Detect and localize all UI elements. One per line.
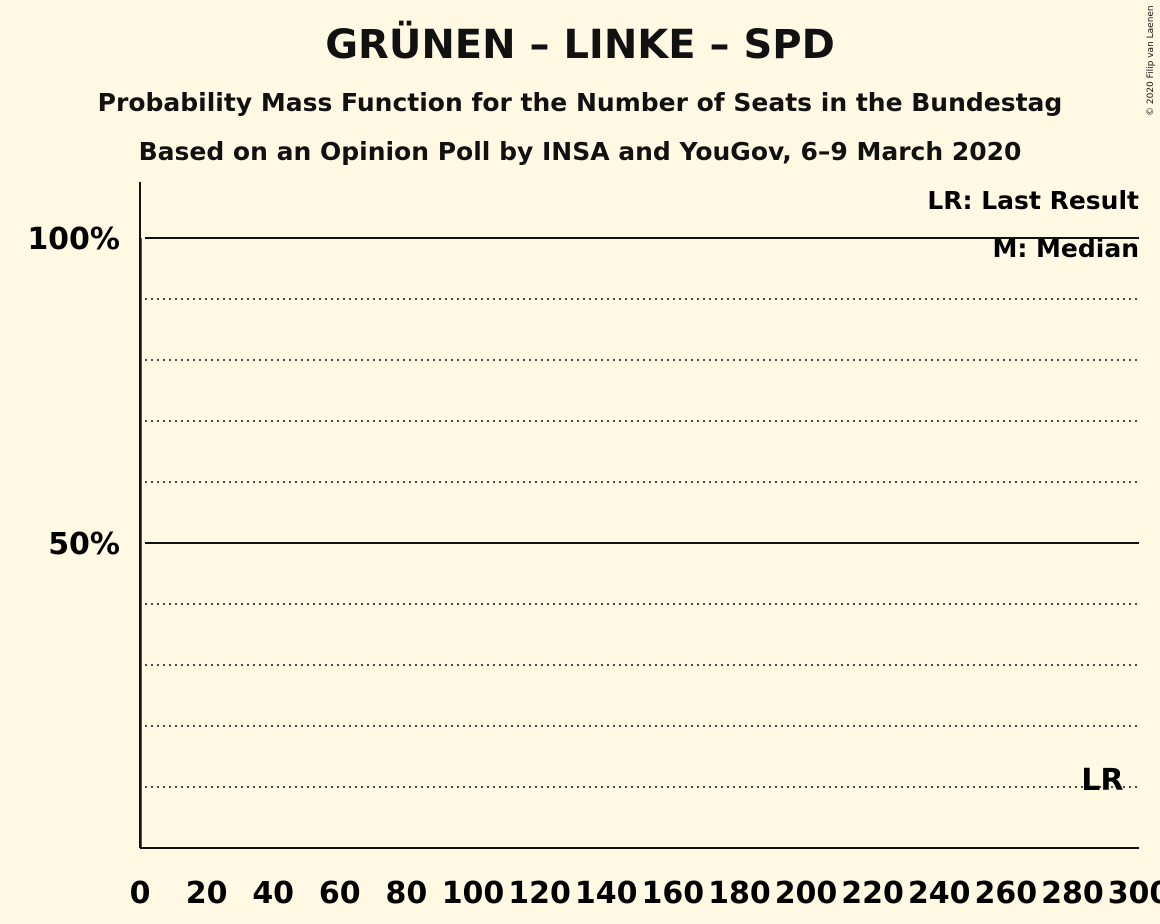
x-tick-label: 180 <box>708 876 771 911</box>
x-tick-label: 0 <box>130 876 151 911</box>
y-tick-label: 100% <box>27 222 120 257</box>
chart-source: Based on an Opinion Poll by INSA and You… <box>138 137 1022 166</box>
y-tick-label: 50% <box>48 527 120 562</box>
legend-median: M: Median <box>992 234 1139 263</box>
x-tick-label: 300 <box>1108 876 1160 911</box>
x-tick-label: 160 <box>641 876 704 911</box>
x-tick-label: 80 <box>386 876 428 911</box>
x-tick-label: 280 <box>1041 876 1104 911</box>
tick-labels: 50% 100% 0 20 40 60 80 100 120 140 160 180 200 220 240… <box>27 222 1160 911</box>
chart-subtitle: Probability Mass Function for the Number… <box>97 88 1063 117</box>
x-tick-label: 60 <box>319 876 361 911</box>
axes <box>139 182 1139 849</box>
x-tick-label: 240 <box>908 876 971 911</box>
x-tick-label: 100 <box>442 876 505 911</box>
x-tick-label: 260 <box>974 876 1037 911</box>
x-tick-label: 200 <box>775 876 838 911</box>
legend-last-result: LR: Last Result <box>927 186 1139 215</box>
x-tick-label: 120 <box>508 876 571 911</box>
gridlines <box>145 237 1139 788</box>
x-tick-label: 40 <box>252 876 294 911</box>
chart-title: GRÜNEN – LINKE – SPD <box>325 22 835 68</box>
x-tick-label: 20 <box>186 876 228 911</box>
last-result-marker: LR <box>1081 763 1123 798</box>
x-tick-label: 220 <box>841 876 904 911</box>
x-tick-label: 140 <box>575 876 638 911</box>
